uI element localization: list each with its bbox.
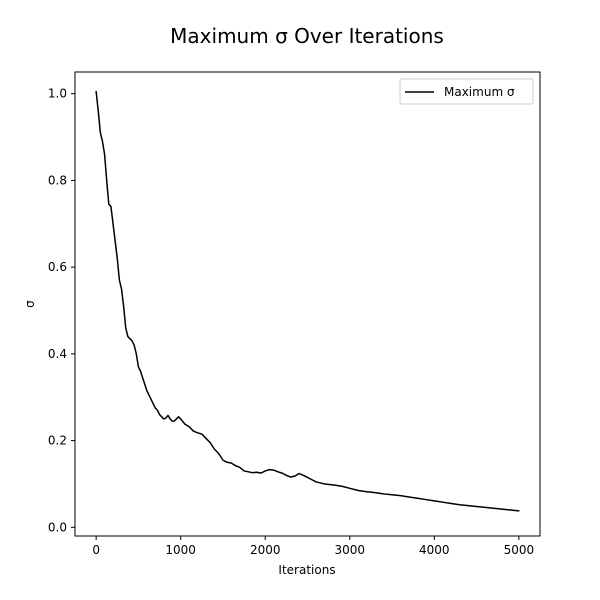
legend-box (399, 78, 534, 105)
x-tick-label: 4000 (419, 543, 450, 557)
y-axis: 0.0 0.2 0.4 0.6 0.8 1.0 (48, 87, 75, 534)
plot-area: 0 1000 2000 3000 4000 5000 0.0 0.2 0.4 0.6 0.8 1.0 (48, 71, 541, 557)
y-tick-label: 0.0 (48, 520, 67, 534)
x-tick-label: 5000 (504, 543, 535, 557)
y-tick-label: 1.0 (48, 87, 67, 101)
x-tick-label: 2000 (250, 543, 281, 557)
legend-label: Maximum σ (444, 85, 515, 99)
y-axis-label: σ (23, 300, 37, 308)
plot-frame (74, 71, 541, 537)
x-tick-label: 0 (92, 543, 100, 557)
x-axis-label: Iterations (278, 563, 335, 577)
x-tick-label: 1000 (165, 543, 196, 557)
y-tick-label: 0.2 (48, 434, 67, 448)
series-line-maximum-sigma (95, 90, 520, 512)
x-tick-label: 3000 (334, 543, 365, 557)
chart-title: Maximum σ Over Iterations (170, 24, 444, 48)
y-tick-label: 0.8 (48, 173, 67, 187)
legend: Maximum σ (399, 78, 534, 105)
x-axis: 0 1000 2000 3000 4000 5000 (92, 536, 534, 557)
y-tick-label: 0.4 (48, 347, 67, 361)
y-tick-label: 0.6 (48, 260, 67, 274)
